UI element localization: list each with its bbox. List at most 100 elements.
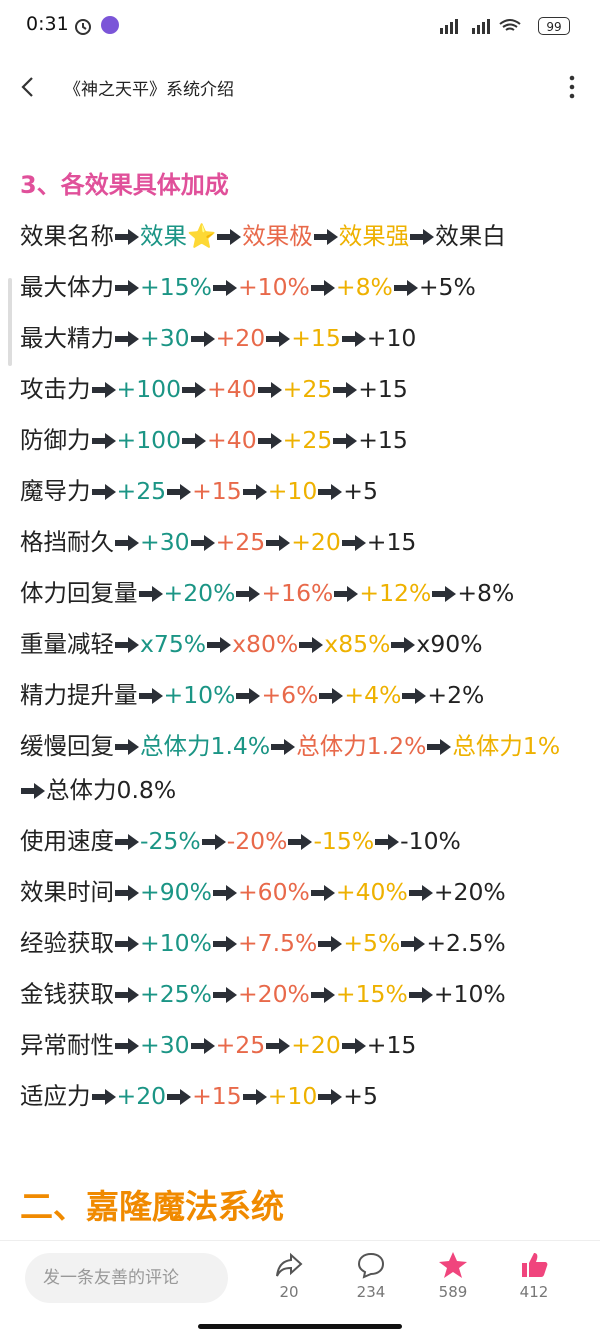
arrow-icon <box>266 535 291 551</box>
effect-value: +10% <box>140 929 212 957</box>
arrow-icon <box>242 484 267 500</box>
arrow-icon <box>318 1089 343 1105</box>
effect-value: +10 <box>267 1082 318 1110</box>
arrow-icon <box>115 331 139 347</box>
arrow-icon <box>91 433 116 449</box>
arrow-shape <box>182 382 207 398</box>
comment-icon <box>357 1252 385 1279</box>
arrow-icon <box>410 229 435 245</box>
arrow-shape <box>266 331 291 347</box>
arrow-shape <box>257 382 282 398</box>
effect-value: +7.5% <box>237 929 318 957</box>
arrow-shape <box>391 637 416 653</box>
arrow-icon <box>242 1089 267 1105</box>
arrow-icon <box>190 535 215 551</box>
favorite-button[interactable]: 589 <box>423 1251 483 1301</box>
arrow-icon <box>393 280 418 296</box>
arrow-shape <box>115 331 139 347</box>
effect-value: +25 <box>116 477 167 505</box>
more-button[interactable] <box>564 74 580 100</box>
effect-value: +20% <box>433 878 506 906</box>
arrow-icon <box>91 382 116 398</box>
arrow-icon <box>167 484 192 500</box>
back-button[interactable] <box>18 76 38 98</box>
effect-name: 防御力 <box>20 426 91 454</box>
arrow-icon <box>375 834 400 850</box>
effect-value: +25 <box>215 1031 266 1059</box>
arrow-icon <box>334 586 359 602</box>
effect-value: +25 <box>282 375 333 403</box>
arrow-icon <box>341 1038 366 1054</box>
effect-value: +15 <box>358 426 408 454</box>
arrow-icon <box>21 783 45 799</box>
effect-value: +40 <box>207 426 257 454</box>
share-button[interactable]: 20 <box>259 1251 319 1301</box>
effect-value: +10% <box>433 980 506 1008</box>
effect-value: +10% <box>237 273 310 301</box>
effect-row: 精力提升量 +10% +6% +4% +2% <box>20 673 585 717</box>
effect-name: 异常耐性 <box>20 1031 114 1059</box>
arrow-icon <box>318 484 343 500</box>
arrow-icon <box>115 637 139 653</box>
comment-button[interactable]: 234 <box>341 1251 401 1301</box>
effect-value: +4% <box>344 681 402 709</box>
arrow-icon <box>201 834 226 850</box>
effect-value: +5 <box>343 1082 378 1110</box>
article: 3、各效果具体加成 效果名称 效果⭐ 效果极 效果强 效果白 最大体力 +15% +10% +8… <box>20 162 585 1228</box>
arrow-shape <box>402 688 427 704</box>
share-icon <box>276 1252 303 1277</box>
arrow-icon <box>266 331 291 347</box>
comment-input[interactable]: 发一条友善的评论 <box>25 1253 228 1303</box>
like-button[interactable]: 412 <box>504 1251 564 1301</box>
arrow-icon <box>401 936 426 952</box>
arrow-icon <box>319 688 344 704</box>
arrow-shape <box>288 834 313 850</box>
arrow-shape <box>271 739 296 755</box>
effect-value: 总体力1.2% <box>296 732 427 760</box>
effect-value: +20 <box>291 528 341 556</box>
arrow-shape <box>115 229 139 245</box>
arrow-shape <box>401 936 426 952</box>
effect-row: 最大精力 +30 +20 +15 +10 <box>20 316 585 360</box>
effect-value: -20% <box>226 827 288 855</box>
arrow-shape <box>190 1038 215 1054</box>
effect-row: 攻击力 +100 +40 +25 +15 <box>20 367 585 411</box>
arrow-shape <box>91 382 116 398</box>
effect-value: +12% <box>359 579 432 607</box>
arrow-shape <box>115 739 139 755</box>
effect-value: +30 <box>140 528 190 556</box>
arrow-shape <box>318 484 343 500</box>
arrow-shape <box>333 433 358 449</box>
page-title: 《神之天平》系统介绍 <box>64 80 234 100</box>
arrow-icon <box>236 688 261 704</box>
effect-value: x85% <box>324 630 391 658</box>
arrow-shape <box>115 987 139 1003</box>
arrow-icon <box>217 229 242 245</box>
arrow-icon <box>212 280 237 296</box>
arrow-shape <box>375 834 400 850</box>
effect-name: 适应力 <box>20 1082 91 1110</box>
arrow-icon <box>333 382 358 398</box>
effect-value: -15% <box>313 827 375 855</box>
arrow-shape <box>207 637 232 653</box>
arrow-shape <box>91 1089 116 1105</box>
arrow-icon <box>182 382 207 398</box>
arrow-icon <box>138 586 163 602</box>
arrow-shape <box>236 586 261 602</box>
favorite-icon <box>439 1252 467 1278</box>
arrow-icon <box>333 433 358 449</box>
arrow-shape <box>190 535 215 551</box>
like-count: 412 <box>519 1283 549 1301</box>
arrow-icon <box>288 834 313 850</box>
effect-name: 格挡耐久 <box>20 528 114 556</box>
arrow-shape <box>427 739 452 755</box>
effect-value: -10% <box>400 827 461 855</box>
effect-name: 精力提升量 <box>20 681 138 709</box>
effect-value: +5 <box>343 477 378 505</box>
arrow-icon <box>115 834 139 850</box>
effect-name: 最大体力 <box>20 273 114 301</box>
arrow-icon <box>391 637 416 653</box>
arrow-shape <box>341 535 366 551</box>
effect-value: 效果极 <box>242 222 313 250</box>
